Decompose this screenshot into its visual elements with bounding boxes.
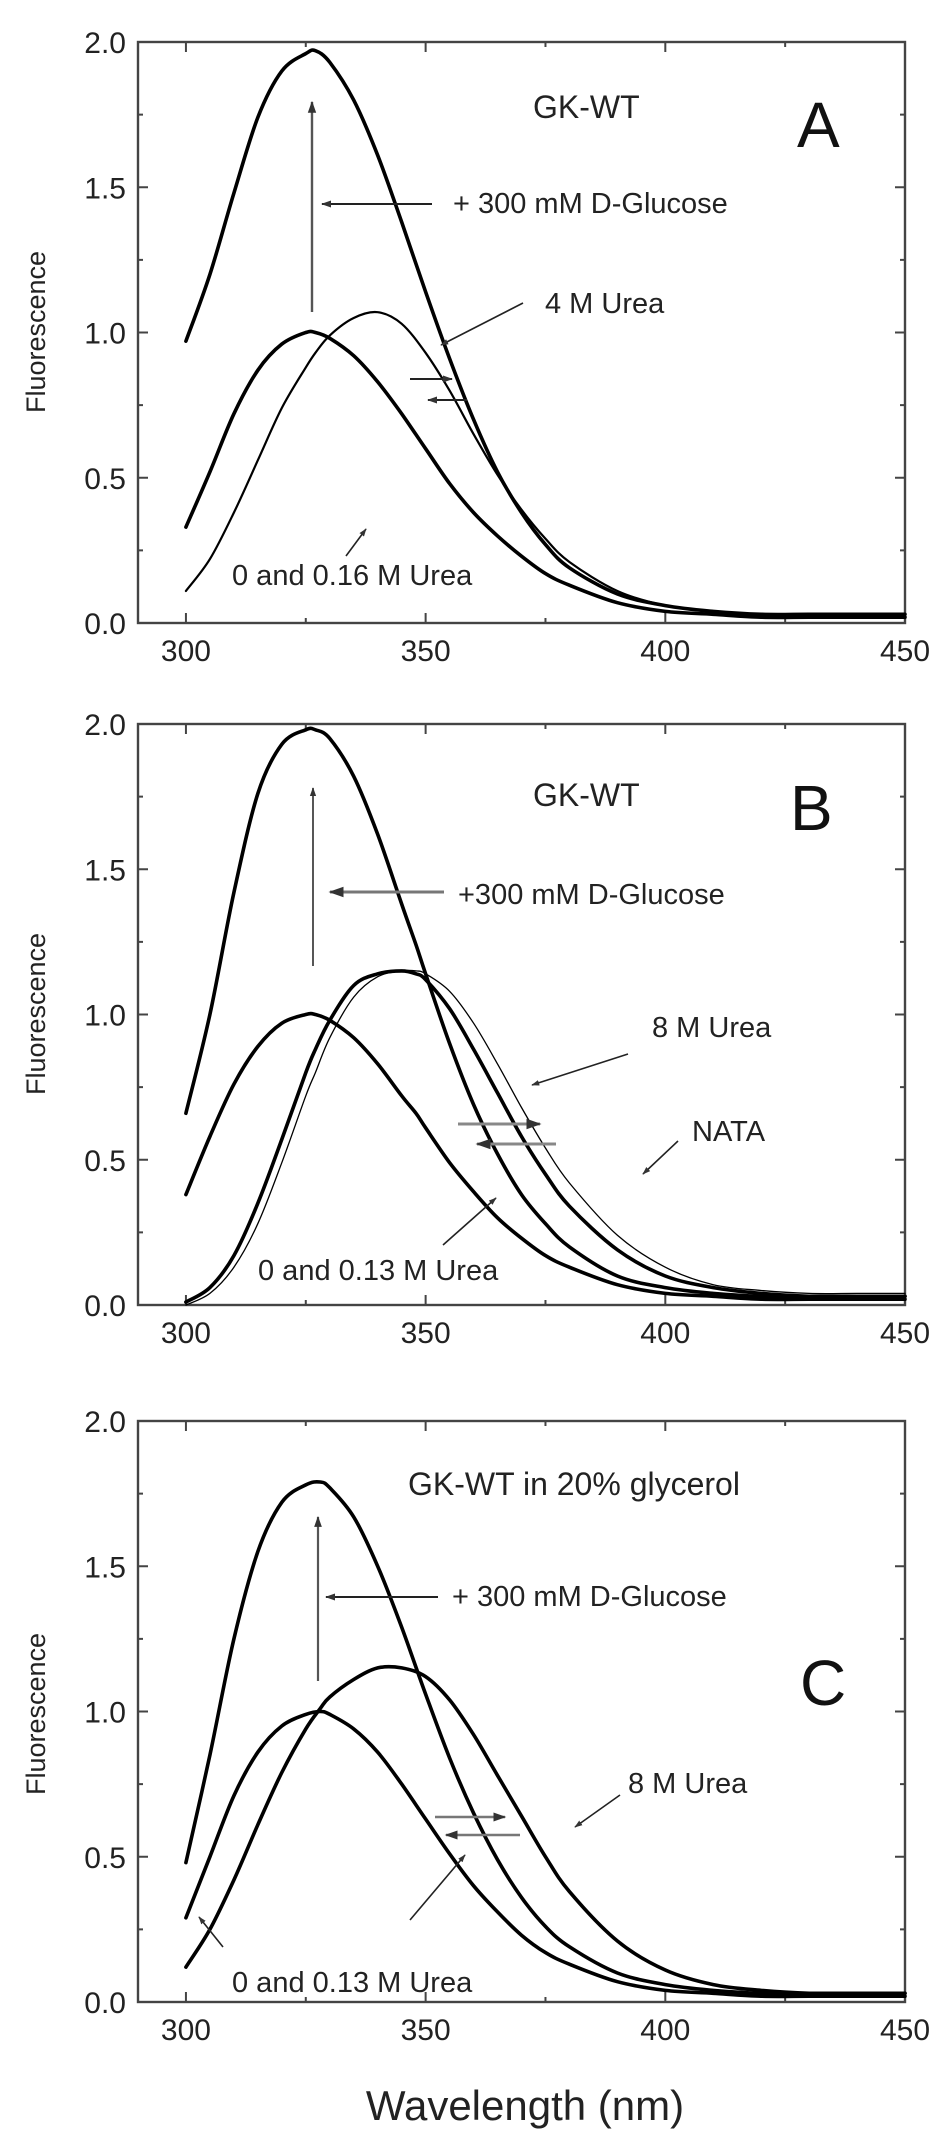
panel-b-ytick-label: 1.5: [84, 854, 126, 887]
panel-c-letter: C: [800, 1647, 846, 1719]
panel-b-0-013-urea-pointer: [442, 1197, 497, 1246]
panel-c-annotation-glucose: + 300 mM D-Glucose: [452, 1581, 727, 1613]
panel-b-annotation-0-013-urea: 0 and 0.13 M Urea: [258, 1255, 499, 1287]
panel-c-ytick-label: 0.5: [84, 1842, 126, 1875]
panel-b-xtick-label: 350: [401, 1317, 451, 1350]
panel-b-ytick-label: 0.0: [84, 1290, 126, 1323]
panel-b-xtick-label: 400: [640, 1317, 690, 1350]
panel-c-ytick-label: 0.0: [84, 1987, 126, 2020]
panel-a-annotation-glucose: + 300 mM D-Glucose: [453, 188, 728, 220]
panel-c-series-0-and-0-13-m-urea: [184, 1709, 907, 1999]
panel-b-series-0-and-0-13-m-urea: [184, 1011, 907, 1302]
panel-c-series-8-m-urea: [184, 1664, 907, 1996]
panel-a-xtick-label: 450: [880, 635, 930, 668]
panel-c-annotation-0-013-urea: 0 and 0.13 M Urea: [232, 1967, 473, 1999]
panel-b-series-8-m-urea: [184, 969, 907, 1304]
panel-b-curves: [184, 726, 907, 1306]
panel-c-ytick-label: 2.0: [84, 1406, 126, 1439]
panel-c-ytick-label: 1.5: [84, 1551, 126, 1584]
panel-c-frame: [136, 1419, 907, 2004]
panel-a-ylabel: Fluorescence: [21, 251, 51, 413]
panel-b-title: GK-WT: [533, 777, 640, 813]
panel-c-series-300-mm-d-glucose: [184, 1479, 907, 1996]
panel-a-0-016-urea-pointer: [345, 528, 367, 557]
panel-b-ytick-label: 1.0: [84, 1000, 126, 1033]
panel-a-axes: 300 350 400 450 0.0 0.5 1.0 1.5 2.0: [84, 27, 930, 668]
panel-b-letter: B: [790, 772, 833, 844]
panel-c-title: GK-WT in 20% glycerol: [408, 1466, 740, 1502]
panel-c-xtick-label: 300: [161, 2014, 211, 2047]
panel-b-ylabel: Fluorescence: [21, 933, 51, 1095]
panel-c: 300 350 400 450 0.0 0.5 1.0 1.5 2.0 Fluorescence…: [21, 1406, 930, 2129]
panel-a-ytick-label: 2.0: [84, 27, 126, 60]
panel-b-8m-urea-pointer: [531, 1053, 629, 1086]
panel-b-series-nata: [185, 969, 906, 1306]
panel-b-nata-pointer: [642, 1140, 679, 1175]
panel-c-ytick-label: 1.0: [84, 1697, 126, 1730]
panel-a-xtick-label: 350: [401, 635, 451, 668]
panel-a-ytick-label: 1.5: [84, 172, 126, 205]
panel-c-xtick-label: 400: [640, 2014, 690, 2047]
panel-c-xtick-label: 350: [401, 2014, 451, 2047]
panel-a-annotation-4m-urea: 4 M Urea: [545, 288, 665, 320]
panel-c-curves: [184, 1479, 907, 1999]
panel-b: 300 350 400 450 0.0 0.5 1.0 1.5 2.0 Fluorescence…: [21, 709, 930, 1350]
panel-a-ytick-label: 0.5: [84, 463, 126, 496]
panel-a-series-0-and-0-16-m-urea: [184, 329, 907, 620]
panel-a-xtick-label: 300: [161, 635, 211, 668]
panel-b-annotation-nata: NATA: [692, 1116, 766, 1148]
x-axis-label: Wavelength (nm): [366, 2082, 684, 2129]
panel-b-axes: 300 350 400 450 0.0 0.5 1.0 1.5 2.0: [84, 709, 930, 1350]
panel-a-xtick-label: 400: [640, 635, 690, 668]
panel-b-xtick-label: 450: [880, 1317, 930, 1350]
panel-b-annotation-8m-urea: 8 M Urea: [652, 1012, 772, 1044]
panel-b-annotation-glucose: +300 mM D-Glucose: [458, 879, 725, 911]
panel-a-ytick-label: 0.0: [84, 608, 126, 641]
panel-c-xtick-label: 450: [880, 2014, 930, 2047]
panel-b-ytick-label: 0.5: [84, 1145, 126, 1178]
panel-c-0-013-urea-pointer-b: [198, 1916, 224, 1948]
panel-c-8m-urea-pointer: [574, 1794, 621, 1828]
panel-a-letter: A: [797, 89, 840, 161]
panel-c-ylabel: Fluorescence: [21, 1633, 51, 1795]
panel-b-xtick-label: 300: [161, 1317, 211, 1350]
panel-c-0-013-urea-pointer-a: [409, 1854, 466, 1921]
panel-c-axes: 300 350 400 450 0.0 0.5 1.0 1.5 2.0: [84, 1406, 930, 2047]
panel-b-ytick-label: 2.0: [84, 709, 126, 742]
panel-a-series-4-m-urea: [184, 310, 907, 616]
panel-a-4m-urea-pointer: [440, 302, 524, 346]
panel-a-ytick-label: 1.0: [84, 318, 126, 351]
panel-c-annotation-8m-urea: 8 M Urea: [628, 1768, 748, 1800]
panel-a: 300 350 400 450 0.0 0.5 1.0 1.5 2.0 Fluorescence…: [21, 27, 930, 668]
panel-a-annotation-0-016-urea: 0 and 0.16 M Urea: [232, 560, 473, 592]
panel-a-title: GK-WT: [533, 89, 640, 125]
